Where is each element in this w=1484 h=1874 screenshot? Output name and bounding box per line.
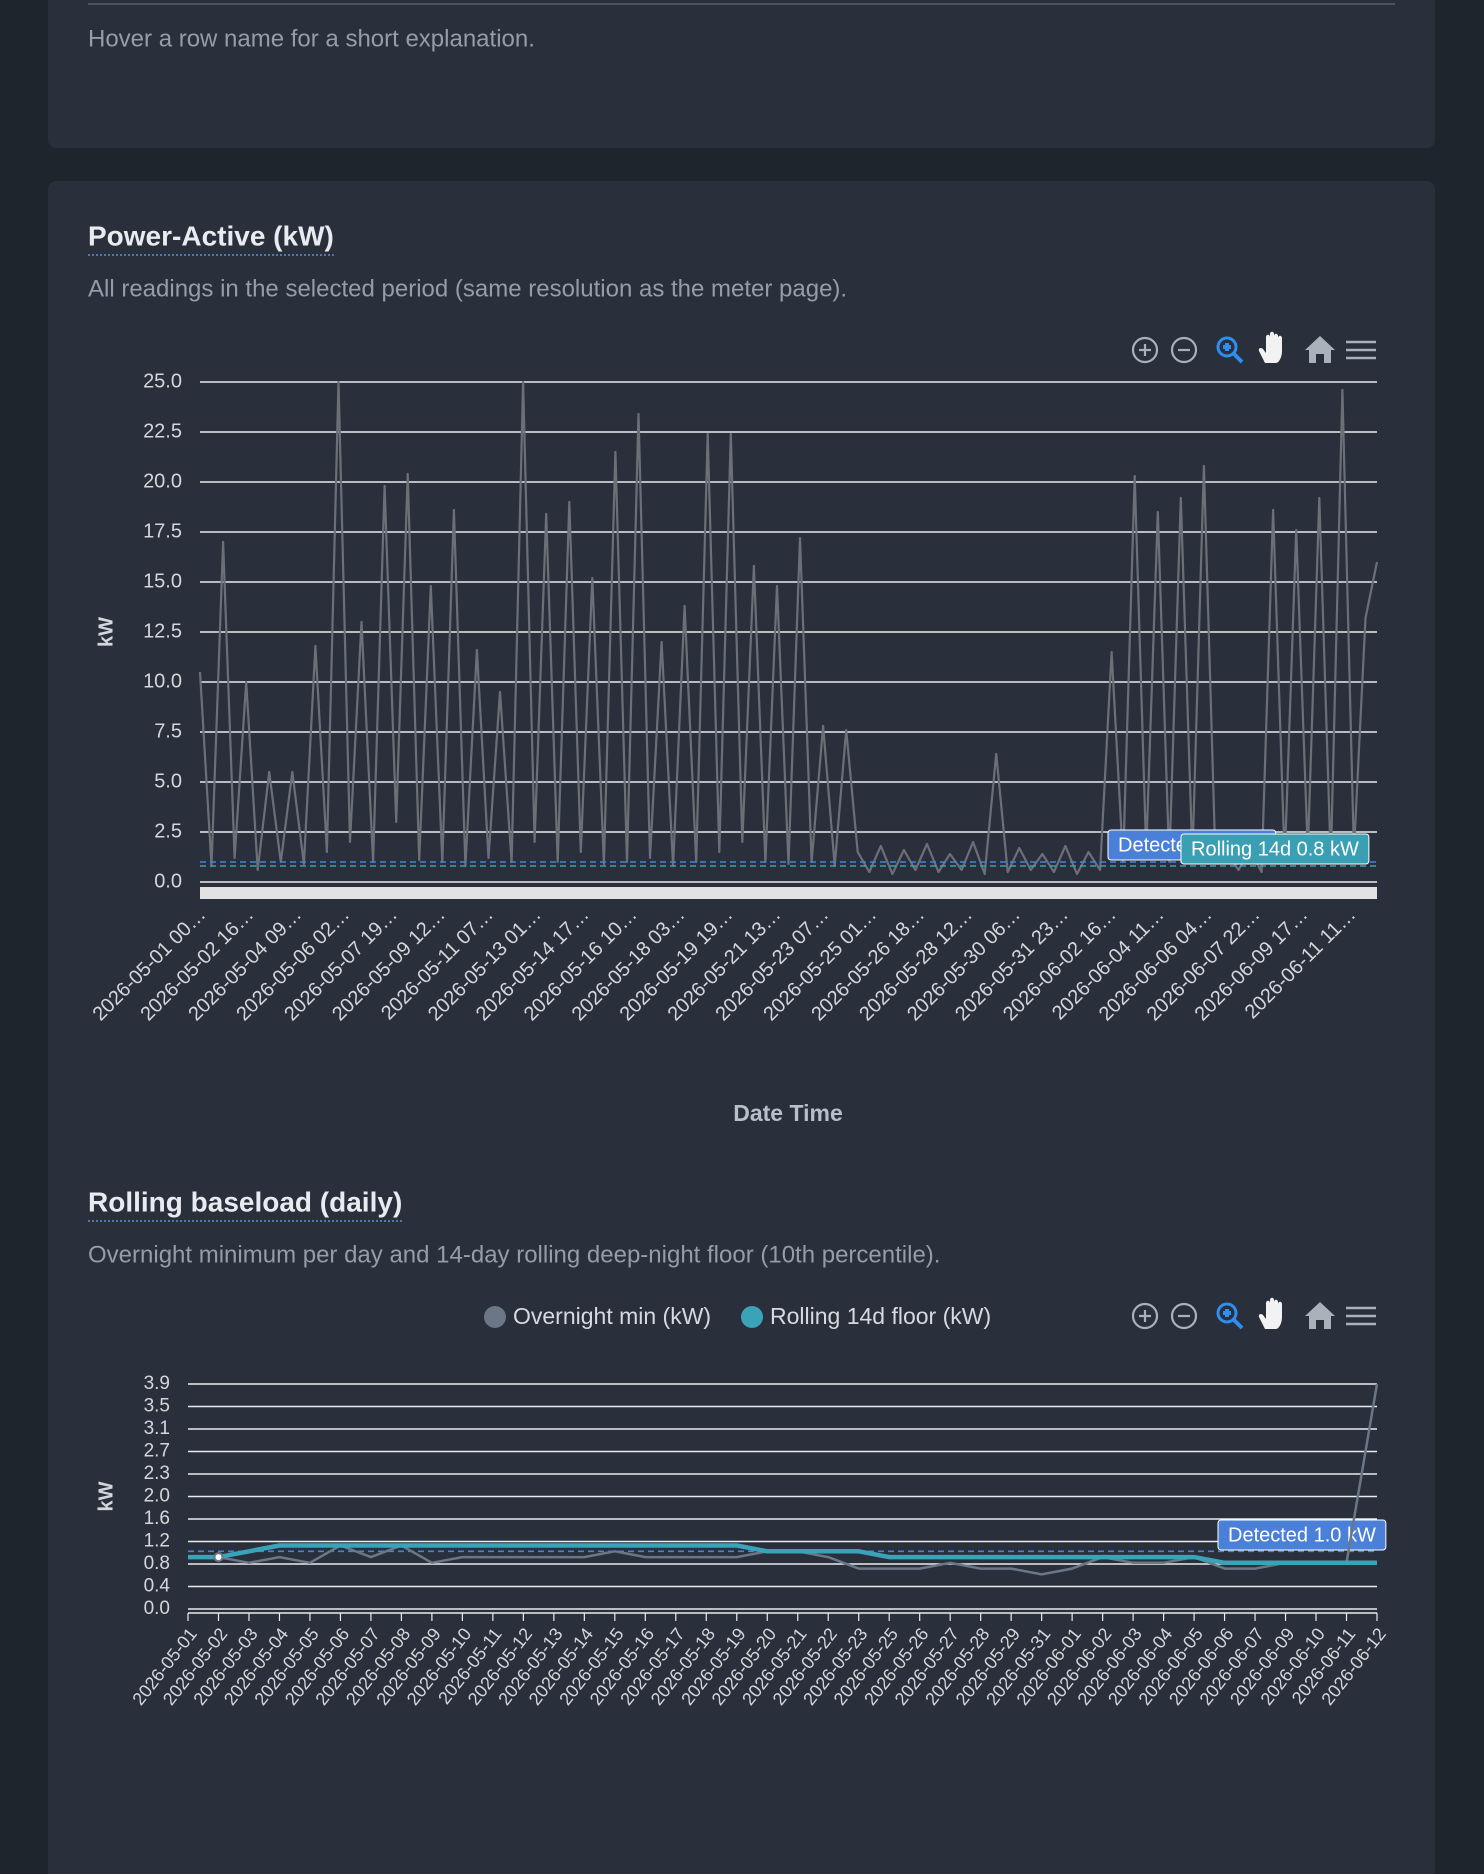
- chart-subtitle: Overnight minimum per day and 14-day rol…: [88, 1241, 940, 1268]
- icon: [1139, 1310, 1151, 1322]
- icon: [1170, 1302, 1198, 1330]
- icon: [1223, 343, 1244, 364]
- y-tick-label: 7.5: [154, 720, 182, 742]
- y-tick-label: 3.5: [144, 1396, 170, 1417]
- icon: [1131, 336, 1159, 364]
- hover-marker: [213, 1552, 224, 1563]
- y-tick-label: 2.7: [144, 1441, 170, 1462]
- pan-button[interactable]: [1258, 1297, 1282, 1329]
- y-tick-label: 0.0: [154, 870, 182, 892]
- y-tick-label: 10.0: [143, 670, 182, 692]
- legend-marker[interactable]: [741, 1306, 763, 1328]
- legend-marker[interactable]: [484, 1306, 506, 1328]
- y-tick-label: 2.0: [144, 1486, 170, 1507]
- chart-title: Power-Active (kW): [88, 220, 334, 251]
- icon: [1216, 336, 1238, 358]
- zoom-out-button[interactable]: [1170, 1302, 1198, 1330]
- icon: [1258, 331, 1282, 363]
- legend-label[interactable]: Rolling 14d floor (kW): [770, 1303, 991, 1329]
- y-tick-label: 1.2: [144, 1531, 170, 1552]
- chart-panel: [48, 181, 1435, 1874]
- menu-button[interactable]: [1346, 1306, 1376, 1326]
- y-tick-label: 22.5: [143, 420, 182, 442]
- y-tick-label: 20.0: [143, 470, 182, 492]
- annotation-label: Detected 1.0 kW: [1228, 1524, 1376, 1546]
- y-tick-label: 0.8: [144, 1553, 170, 1574]
- y-axis-title: kW: [95, 617, 117, 647]
- zoom-in-button[interactable]: [1131, 1302, 1159, 1330]
- y-tick-label: 0.0: [144, 1598, 170, 1619]
- y-tick-label: 2.3: [144, 1463, 170, 1484]
- y-tick-label: 5.0: [154, 770, 182, 792]
- icon: [1346, 1306, 1376, 1326]
- y-tick-label: 3.1: [144, 1418, 170, 1439]
- icon: [1131, 1302, 1159, 1330]
- toolbar: [1131, 1297, 1376, 1330]
- y-tick-label: 12.5: [143, 620, 182, 642]
- legend-label[interactable]: Overnight min (kW): [513, 1303, 711, 1329]
- top-panel: [48, 0, 1435, 148]
- annotation-box: [1217, 1519, 1387, 1551]
- icon: [1305, 336, 1335, 363]
- y-tick-label: 0.4: [144, 1576, 171, 1597]
- annotation: Detected 1.0 kW: [1217, 1519, 1387, 1551]
- reset-button[interactable]: [1305, 1302, 1335, 1329]
- scrollbar[interactable]: [200, 887, 1377, 899]
- icon: [1139, 344, 1151, 356]
- icon: [1170, 336, 1198, 364]
- reset-button[interactable]: [1305, 336, 1335, 363]
- icon: [1346, 340, 1376, 360]
- y-axis-title: kW: [95, 1481, 117, 1511]
- series-line: [198, 380, 1379, 876]
- zoom-out-button[interactable]: [1170, 336, 1198, 364]
- note: Hover a row name for a short explanation…: [88, 25, 535, 52]
- y-tick-label: 15.0: [143, 570, 182, 592]
- zoom-select-button[interactable]: [1216, 336, 1244, 364]
- y-tick-label: 25.0: [143, 370, 182, 392]
- icon: [1223, 1309, 1244, 1330]
- x-axis-title: Date Time: [733, 1100, 843, 1126]
- icon: [1258, 1297, 1282, 1329]
- y-tick-label: 3.9: [144, 1373, 170, 1394]
- menu-button[interactable]: [1346, 340, 1376, 360]
- icon: [1216, 1302, 1238, 1324]
- annotation-box: [1180, 833, 1370, 865]
- annotation: Rolling 14d 0.8 kW: [1180, 833, 1370, 865]
- y-tick-label: 1.6: [144, 1508, 170, 1529]
- chart-title: Rolling baseload (daily): [88, 1186, 402, 1217]
- series-line: [188, 1543, 1377, 1566]
- pan-button[interactable]: [1258, 331, 1282, 363]
- zoom-in-button[interactable]: [1131, 336, 1159, 364]
- icon: [1305, 1302, 1335, 1329]
- zoom-select-button[interactable]: [1216, 1302, 1244, 1330]
- chart-subtitle: All readings in the selected period (sam…: [88, 275, 847, 302]
- toolbar: [1131, 331, 1376, 364]
- y-tick-label: 17.5: [143, 520, 182, 542]
- annotation-label: Rolling 14d 0.8 kW: [1191, 838, 1359, 860]
- y-tick-label: 2.5: [154, 820, 182, 842]
